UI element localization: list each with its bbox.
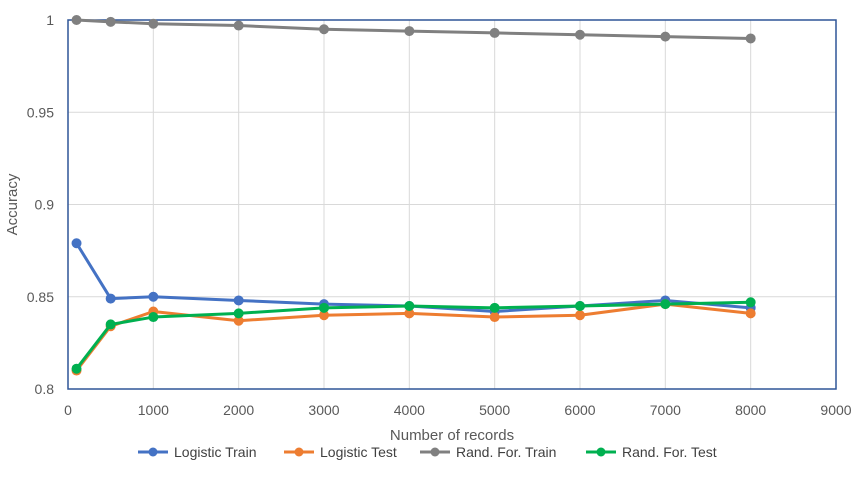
y-axis-ticks: 0.8 0.85 0.9 0.95 1 <box>27 12 54 397</box>
legend-item: Logistic Test <box>284 444 397 460</box>
y-tick-label: 0.95 <box>27 104 54 120</box>
data-point <box>71 15 82 25</box>
series-line <box>75 302 751 372</box>
data-point <box>71 238 82 249</box>
x-tick-label: 0 <box>64 402 72 418</box>
x-axis-title: Number of records <box>390 427 514 444</box>
data-point <box>233 295 244 306</box>
legend-label: Logistic Test <box>320 444 397 460</box>
data-point <box>489 27 500 38</box>
series-rand-for-train <box>71 15 756 44</box>
y-tick-label: 0.85 <box>27 289 54 305</box>
data-point <box>233 308 244 319</box>
x-tick-label: 1000 <box>138 402 169 418</box>
data-point <box>489 302 500 313</box>
x-axis-ticks: 0 1000 2000 3000 4000 5000 6000 7000 8000 9000 <box>64 402 852 418</box>
legend: Logistic Train Logistic Test Rand. For. Tr… <box>138 444 717 460</box>
series-rand-for-test <box>71 297 756 374</box>
data-point <box>404 26 415 37</box>
data-point <box>745 33 756 44</box>
plot-area-frame <box>67 19 837 390</box>
data-point <box>148 312 159 323</box>
data-point <box>575 310 585 321</box>
series-group <box>71 15 756 376</box>
data-point <box>660 299 671 310</box>
legend-item: Logistic Train <box>138 444 256 460</box>
data-point <box>575 29 585 40</box>
data-point <box>745 308 756 319</box>
y-tick-label: 1 <box>46 12 54 28</box>
x-tick-label: 2000 <box>223 402 254 418</box>
x-tick-label: 6000 <box>564 402 595 418</box>
y-tick-label: 0.9 <box>35 197 55 213</box>
legend-item: Rand. For. Test <box>586 444 717 460</box>
series-line <box>75 242 751 314</box>
data-point <box>489 312 500 323</box>
series-line <box>75 300 751 370</box>
legend-item: Rand. For. Train <box>420 444 556 460</box>
legend-label: Logistic Train <box>174 444 256 460</box>
legend-marker <box>430 447 440 457</box>
legend-marker <box>294 447 304 457</box>
legend-marker <box>148 447 158 457</box>
data-point <box>148 18 159 29</box>
legend-label: Rand. For. Test <box>622 444 717 460</box>
data-point <box>319 302 329 313</box>
data-point <box>105 319 116 330</box>
data-point <box>148 291 159 302</box>
data-point <box>745 297 756 308</box>
y-tick-label: 0.8 <box>35 381 55 397</box>
x-tick-label: 7000 <box>650 402 681 418</box>
series-line <box>76 18 751 40</box>
x-tick-label: 3000 <box>308 402 339 418</box>
data-point <box>404 300 415 311</box>
x-tick-label: 9000 <box>820 402 851 418</box>
x-tick-label: 8000 <box>735 402 766 418</box>
data-point <box>233 20 244 31</box>
data-point <box>319 24 329 35</box>
data-point <box>105 16 116 27</box>
legend-marker <box>596 447 606 457</box>
data-point <box>105 293 116 304</box>
legend-label: Rand. For. Train <box>456 444 556 460</box>
data-point <box>71 363 82 374</box>
x-tick-label: 4000 <box>394 402 425 418</box>
x-tick-label: 5000 <box>479 402 510 418</box>
data-point <box>575 300 585 311</box>
y-axis-title: Accuracy <box>4 173 21 235</box>
data-point <box>660 31 671 42</box>
